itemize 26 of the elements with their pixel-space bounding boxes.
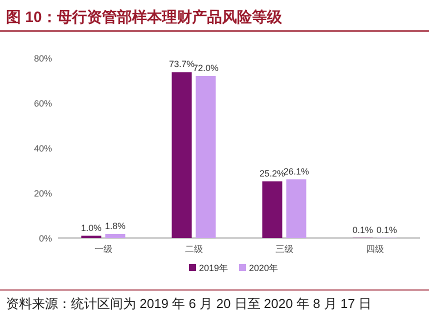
x-tick-label: 二级: [184, 244, 203, 254]
y-tick-label: 20%: [34, 188, 52, 198]
y-tick-label: 40%: [34, 144, 52, 154]
legend-label: 2020年: [249, 263, 278, 273]
data-label: 0.1%: [376, 224, 398, 235]
data-label: 26.1%: [283, 166, 310, 176]
chart-title: 图 10：母行资管部样本理财产品风险等级: [6, 8, 283, 26]
data-label: 73.7%: [168, 59, 195, 70]
bar: [196, 76, 216, 238]
data-label: 72.0%: [192, 63, 219, 73]
x-tick-label: 四级: [366, 244, 384, 254]
x-tick-label: 三级: [275, 244, 294, 254]
bar: [105, 234, 126, 238]
y-tick-label: 80%: [34, 54, 52, 64]
x-tick-label: 一级: [94, 244, 112, 254]
data-label: 1.0%: [80, 222, 102, 233]
data-label: 1.8%: [104, 220, 126, 231]
bar: [262, 181, 282, 238]
bar: [286, 179, 306, 238]
y-tick-label: 0%: [38, 234, 52, 244]
text: 资料来源：统计区间为 2019 年 6 月 20 日至 2020 年 8 月 17 日: [6, 296, 372, 311]
y-tick-label: 60%: [34, 98, 52, 108]
data-label: 0.1%: [352, 224, 374, 235]
legend-label: 2019年: [199, 263, 228, 273]
bar: [172, 72, 192, 238]
data-label: 25.2%: [259, 168, 286, 178]
